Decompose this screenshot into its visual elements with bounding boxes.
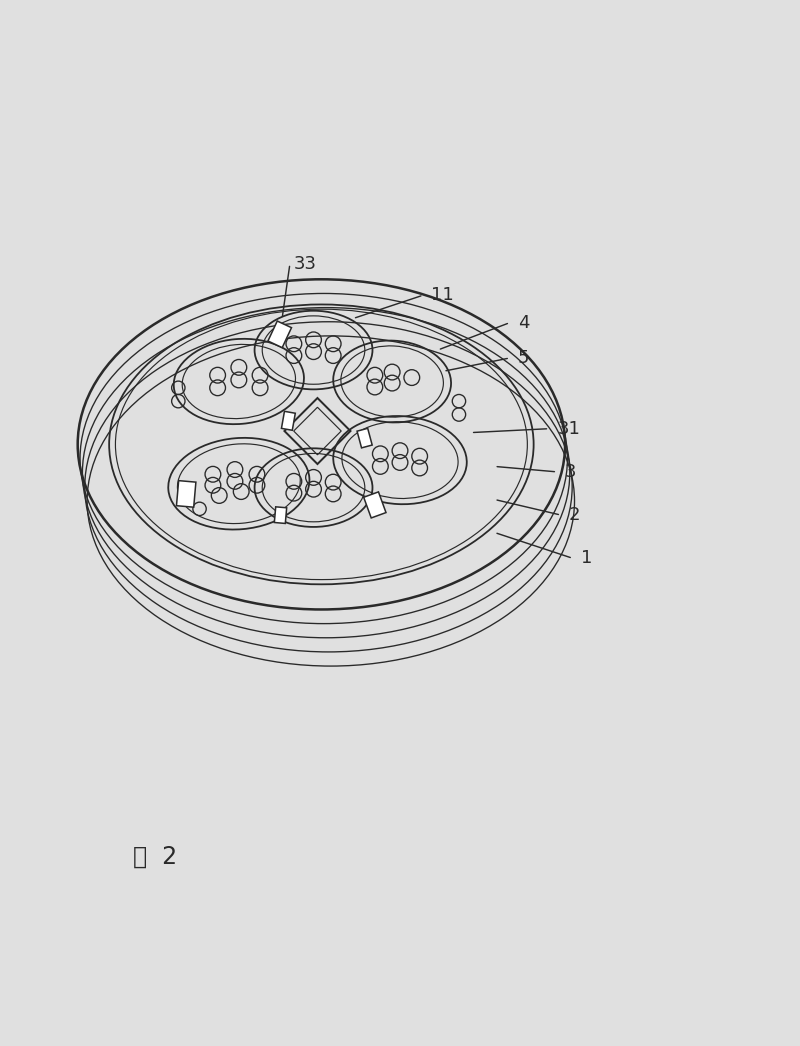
Bar <box>364 492 386 518</box>
Text: 31: 31 <box>558 419 580 437</box>
Bar <box>357 428 372 448</box>
Bar <box>177 480 196 507</box>
Bar <box>274 507 286 523</box>
Text: 33: 33 <box>294 254 317 273</box>
Bar <box>268 321 291 347</box>
Text: 图  2: 图 2 <box>133 845 177 869</box>
Text: 4: 4 <box>518 314 530 332</box>
Text: 3: 3 <box>565 463 577 481</box>
Text: 11: 11 <box>431 286 454 304</box>
Bar <box>282 411 295 430</box>
Text: 1: 1 <box>581 549 592 567</box>
Text: 2: 2 <box>569 506 581 524</box>
Text: 5: 5 <box>518 349 530 367</box>
